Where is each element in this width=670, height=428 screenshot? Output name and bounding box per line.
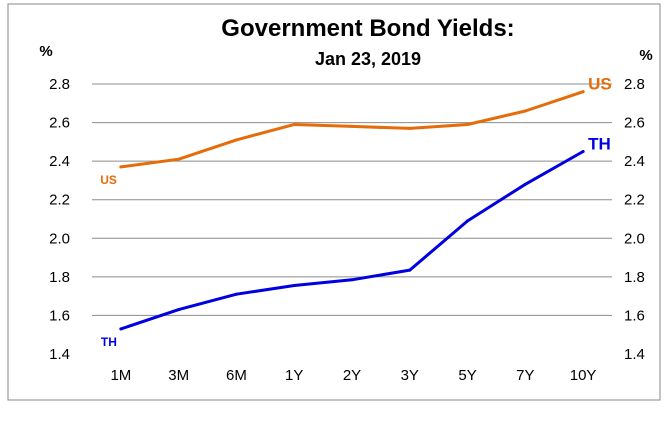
chart-frame (7, 3, 661, 401)
x-tick-label: 10Y (570, 367, 597, 384)
y-tick-label-right: 1.6 (624, 307, 645, 324)
data-point-th (119, 327, 123, 331)
x-axis: 1M 3M 6M 1Y 2Y 3Y 5Y 7Y 10Y (110, 367, 596, 384)
data-point-th (408, 268, 412, 272)
data-point-th (350, 278, 354, 282)
data-point-th (523, 182, 527, 186)
y-axis-left-unit: % (39, 43, 52, 60)
y-tick-label-left: 1.6 (49, 307, 70, 324)
y-axis-right-unit: % (639, 47, 652, 64)
data-point-us (234, 138, 238, 142)
chart-title: Government Bond Yields: (221, 15, 514, 42)
x-tick-label: 3M (168, 367, 189, 384)
y-tick-label-left: 2.6 (49, 115, 70, 132)
x-tick-label: 3Y (401, 367, 419, 384)
y-axis-left: 1.4 1.6 1.8 2.0 2.2 2.4 2.6 2.8 (49, 76, 70, 363)
data-point-us (523, 109, 527, 113)
data-point-us (292, 123, 296, 126)
y-tick-label-left: 2.8 (49, 76, 70, 93)
y-tick-label-right: 2.6 (624, 115, 645, 132)
y-tick-label-left: 2.2 (49, 192, 70, 209)
x-tick-label: 2Y (343, 367, 361, 384)
series-lines (119, 90, 585, 331)
data-point-us (350, 124, 354, 128)
series-start-label-us: US (100, 173, 117, 187)
x-tick-label: 7Y (516, 367, 534, 384)
chart-subtitle: Jan 23, 2019 (315, 49, 421, 69)
data-point-th (177, 308, 181, 312)
y-tick-label-right: 2.0 (624, 230, 645, 247)
data-point-th (581, 150, 585, 153)
data-point-th (466, 219, 470, 223)
y-tick-label-left: 2.4 (49, 153, 70, 170)
y-axis-right: 1.4 1.6 1.8 2.0 2.2 2.4 2.6 2.8 (624, 76, 645, 363)
series-end-label-th: TH (588, 135, 611, 154)
data-point-us (466, 123, 470, 126)
data-point-us (119, 165, 123, 169)
grid-lines (92, 83, 612, 316)
y-tick-label-right: 1.4 (624, 346, 645, 363)
x-tick-label: 1M (110, 367, 131, 384)
y-tick-label-right: 2.8 (624, 76, 645, 93)
y-tick-label-left: 1.8 (49, 269, 70, 286)
y-tick-label-left: 1.4 (49, 346, 70, 363)
y-tick-label-right: 2.2 (624, 192, 645, 209)
x-tick-label: 5Y (458, 367, 476, 384)
data-point-th (292, 284, 296, 288)
series-start-label-th: TH (101, 335, 117, 349)
series-labels: US US TH TH (100, 75, 612, 349)
data-point-us (177, 157, 181, 161)
series-end-label-us: US (588, 75, 612, 94)
y-tick-label-left: 2.0 (49, 230, 70, 247)
y-tick-label-right: 2.4 (624, 153, 645, 170)
data-point-th (234, 292, 238, 296)
y-tick-label-right: 1.8 (624, 269, 645, 286)
data-point-us (581, 90, 585, 94)
x-tick-label: 6M (226, 367, 247, 384)
data-point-us (408, 126, 412, 130)
x-tick-label: 1Y (285, 367, 303, 384)
